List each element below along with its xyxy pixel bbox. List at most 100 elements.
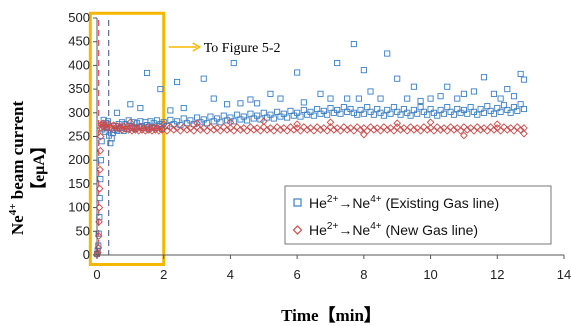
point-existing	[247, 110, 254, 117]
point-existing	[167, 107, 174, 114]
point-existing	[434, 112, 441, 119]
point-existing	[504, 86, 511, 93]
point-new	[350, 126, 358, 135]
point-new	[94, 244, 103, 252]
point-existing	[254, 100, 261, 107]
y-tick-label: 400	[68, 57, 90, 72]
point-existing	[464, 110, 471, 117]
point-new	[510, 126, 518, 135]
point-new	[93, 248, 102, 257]
point-existing	[497, 95, 504, 102]
legend-label-existing: He2+→Ne4+ (Existing Gas line)	[309, 194, 499, 211]
point-new	[470, 126, 478, 135]
point-existing	[510, 93, 518, 100]
point-existing	[510, 104, 518, 111]
point-existing	[370, 111, 377, 118]
point-new	[259, 117, 268, 126]
point-existing	[367, 88, 374, 95]
point-new	[196, 126, 205, 134]
point-existing	[490, 90, 498, 97]
point-existing	[284, 114, 291, 121]
point-new	[443, 126, 452, 135]
point-existing	[113, 109, 121, 116]
point-new	[116, 123, 125, 131]
point-new	[101, 121, 110, 129]
point-new	[126, 124, 135, 132]
point-existing	[324, 111, 331, 118]
point-existing	[437, 93, 444, 100]
point-existing	[494, 105, 501, 112]
point-new	[396, 126, 405, 134]
point-new	[133, 124, 141, 132]
point-existing	[327, 105, 334, 112]
point-existing	[260, 109, 267, 116]
point-new	[183, 126, 191, 134]
point-existing	[350, 109, 357, 116]
point-existing	[220, 112, 227, 119]
point-new	[146, 124, 155, 132]
point-new	[236, 126, 245, 134]
point-existing	[287, 107, 294, 114]
point-existing	[224, 101, 231, 108]
y-tick-label: 50	[76, 223, 90, 238]
point-existing	[167, 116, 174, 123]
point-existing	[174, 118, 181, 125]
point-existing	[334, 106, 341, 114]
point-new	[316, 126, 325, 134]
point-existing	[444, 104, 451, 111]
point-existing	[157, 121, 164, 128]
point-new	[476, 126, 485, 134]
point-existing	[520, 76, 528, 83]
point-existing	[387, 110, 394, 117]
point-existing	[237, 100, 244, 107]
point-existing	[374, 105, 381, 113]
x-tick-label: 12	[490, 267, 504, 282]
legend-label-new: He2+→Ne4+ (New Gas line)	[309, 221, 478, 238]
y-tick-label: 100	[68, 200, 90, 215]
point-new	[390, 126, 398, 135]
point-new	[520, 129, 528, 138]
point-new	[463, 126, 472, 134]
point-new	[490, 126, 498, 134]
y-tick-label: 300	[68, 105, 90, 120]
point-new	[363, 126, 372, 135]
point-existing	[394, 75, 401, 82]
point-new	[423, 126, 432, 134]
point-existing	[360, 110, 367, 117]
y-tick-label: 350	[68, 81, 90, 96]
point-existing	[400, 105, 407, 113]
point-existing	[334, 59, 341, 67]
data-points	[93, 41, 528, 259]
point-existing	[230, 59, 237, 67]
point-existing	[274, 108, 281, 115]
x-tick-label: 6	[294, 267, 301, 282]
point-new	[426, 118, 435, 127]
point-existing	[207, 113, 214, 120]
legend-box	[284, 185, 552, 245]
y-tick-label: 250	[68, 129, 90, 144]
point-existing	[310, 112, 317, 119]
point-existing	[424, 111, 431, 118]
point-existing	[107, 140, 114, 147]
point-new	[104, 120, 113, 129]
point-existing	[477, 105, 484, 113]
point-new	[450, 126, 458, 134]
point-new	[226, 118, 235, 127]
point-existing	[360, 67, 367, 74]
point-new	[460, 131, 468, 140]
point-existing	[500, 102, 508, 109]
point-existing	[460, 106, 467, 114]
point-new	[263, 126, 271, 134]
point-existing	[364, 104, 371, 111]
point-new	[96, 146, 105, 155]
y-axis-title-base: Ne	[8, 215, 27, 235]
x-tick-label: 4	[227, 267, 234, 282]
point-existing	[440, 110, 447, 117]
point-existing	[127, 101, 134, 108]
point-new	[209, 126, 218, 134]
point-existing	[147, 118, 154, 125]
point-existing	[200, 116, 207, 123]
point-existing	[294, 109, 301, 116]
point-existing	[354, 111, 361, 118]
